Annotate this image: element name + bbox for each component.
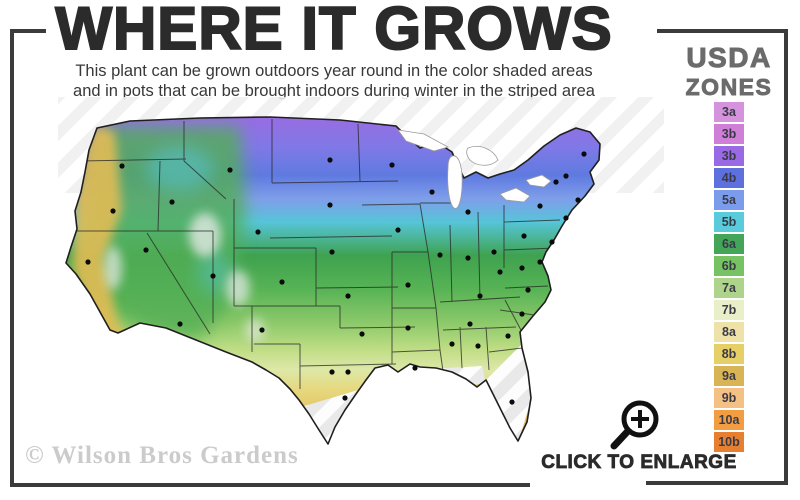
- subtitle-line-2: and in pots that can be brought indoors …: [73, 82, 595, 101]
- zone-chip-7b-9: 7b: [714, 300, 744, 320]
- subtitle-line-1: This plant can be grown outdoors year ro…: [75, 62, 593, 80]
- click-to-enlarge-button[interactable]: CLICK TO ENLARGE: [536, 394, 742, 484]
- zone-chip-3a-0: 3a: [714, 102, 744, 122]
- zone-chip-8b-11: 8b: [714, 344, 744, 364]
- page-title: WHERE IT GROWS: [54, 0, 613, 62]
- legend-title: USDA ZONES: [676, 42, 782, 101]
- legend-title-usda: USDA: [686, 42, 772, 74]
- us-outline: [65, 116, 601, 445]
- zone-chip-9b-13: 9b: [714, 388, 744, 408]
- zone-chip-8a-10: 8a: [714, 322, 744, 342]
- watermark: © Wilson Bros Gardens: [25, 442, 299, 469]
- state-marker-dots: [85, 151, 587, 405]
- click-to-enlarge-label: CLICK TO ENLARGE: [541, 452, 737, 474]
- zone-chip-3b-2: 3b: [714, 146, 744, 166]
- zone-chip-10b-15: 10b: [714, 432, 744, 452]
- zone-chip-6a-6: 6a: [714, 234, 744, 254]
- zone-chip-9a-12: 9a: [714, 366, 744, 386]
- zone-chip-6b-7: 6b: [714, 256, 744, 276]
- zone-chip-5b-5: 5b: [714, 212, 744, 232]
- header: WHERE IT GROWS This plant can be grown o…: [14, 0, 654, 101]
- zone-chip-5a-4: 5a: [714, 190, 744, 210]
- magnifier-plus-icon: [610, 400, 659, 450]
- zone-chip-3b-1: 3b: [714, 124, 744, 144]
- zone-legend: 3a 3b 3b 4b 5a 5b 6a 6b 7a 7b 8a 8b 9a 9b 10a 10b: [714, 102, 744, 454]
- legend-title-zones: ZONES: [685, 74, 773, 101]
- great-lakes: [397, 129, 552, 209]
- zone-chip-7a-8: 7a: [714, 278, 744, 298]
- striped-zone-florida: [486, 342, 536, 444]
- zone-chip-10a-14: 10a: [714, 410, 744, 430]
- zone-chip-4b-3: 4b: [714, 168, 744, 188]
